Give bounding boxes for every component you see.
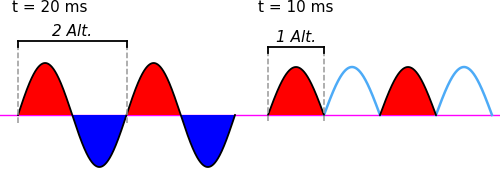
Text: 2 Alt.: 2 Alt. <box>52 24 92 39</box>
Text: t = 20 ms: t = 20 ms <box>12 0 88 15</box>
Text: t = 10 ms: t = 10 ms <box>258 0 334 15</box>
Text: 1 Alt.: 1 Alt. <box>276 30 316 45</box>
